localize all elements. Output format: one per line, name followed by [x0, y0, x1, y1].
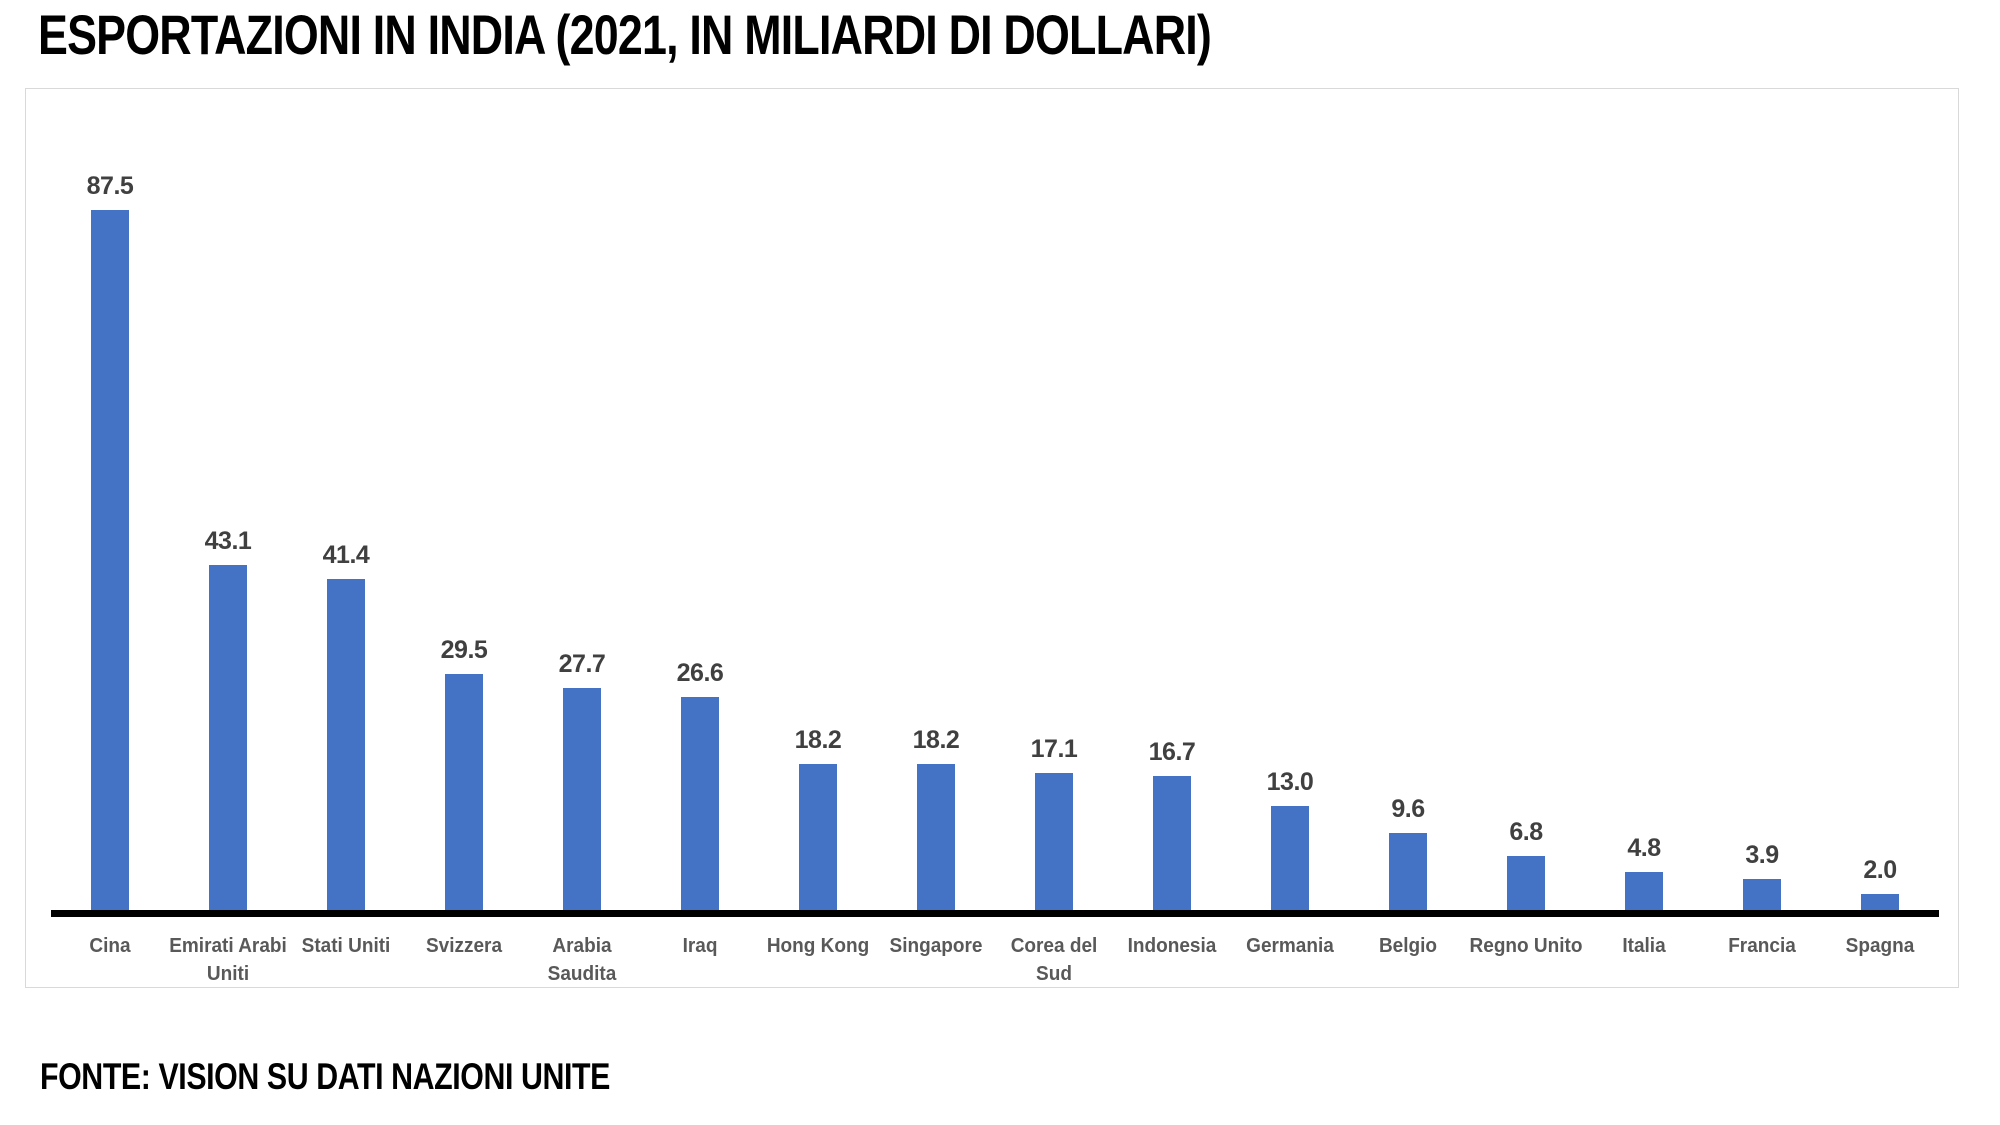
- category-label: Arabia Saudita: [547, 935, 617, 985]
- bar-value-label: 87.5: [86, 172, 134, 200]
- category-label: Regno Unito: [1469, 935, 1583, 957]
- bar: [1507, 856, 1545, 910]
- bar: [799, 764, 837, 910]
- category-label: Corea del Sud: [1010, 935, 1098, 985]
- category-label: Germania: [1246, 935, 1334, 957]
- page-title: ESPORTAZIONI IN INDIA (2021, IN MILIARDI…: [38, 3, 1212, 66]
- bar-value-label: 29.5: [440, 636, 488, 664]
- source-note: FONTE: VISION SU DATI NAZIONI UNITE: [40, 1056, 610, 1097]
- bar: [563, 688, 601, 910]
- x-axis-line: [51, 910, 1939, 917]
- category-label: Hong Kong: [766, 935, 870, 957]
- bar-value-label: 27.7: [558, 650, 606, 678]
- bar-value-label: 41.4: [322, 541, 370, 569]
- plot-area: 87.5 Cina 43.1 Emirati Arabi Uniti 41.4 Stati…: [26, 89, 1958, 987]
- bar-value-label: 6.8: [1509, 818, 1543, 846]
- category-label: Italia: [1622, 935, 1666, 957]
- bar-value-label: 3.9: [1745, 841, 1779, 869]
- bar-value-label: 18.2: [912, 726, 960, 754]
- bar: [1271, 806, 1309, 910]
- bar: [1625, 872, 1663, 910]
- category-label: Spagna: [1845, 935, 1915, 957]
- bar-value-label: 43.1: [204, 527, 252, 555]
- bar: [917, 764, 955, 910]
- category-label: Cina: [89, 935, 131, 957]
- bar-value-label: 2.0: [1863, 856, 1897, 884]
- bar-value-label: 16.7: [1148, 738, 1196, 766]
- bar: [91, 210, 129, 910]
- category-label: Iraq: [682, 935, 718, 957]
- bar-chart: 87.5 Cina 43.1 Emirati Arabi Uniti 41.4 Stati…: [25, 88, 1959, 988]
- category-label: Singapore: [889, 935, 983, 957]
- bar: [1153, 776, 1191, 910]
- category-label: Francia: [1728, 935, 1796, 957]
- bar: [209, 565, 247, 910]
- bar: [681, 697, 719, 910]
- category-label: Emirati Arabi Uniti: [169, 935, 287, 985]
- category-label: Stati Uniti: [301, 935, 391, 957]
- category-label: Indonesia: [1127, 935, 1217, 957]
- bar: [327, 579, 365, 910]
- bar: [1743, 879, 1781, 910]
- bar-value-label: 4.8: [1627, 834, 1661, 862]
- category-label: Svizzera: [425, 935, 503, 957]
- bar: [1035, 773, 1073, 910]
- bar: [1861, 894, 1899, 910]
- bar: [445, 674, 483, 910]
- bar-value-label: 18.2: [794, 726, 842, 754]
- bar-value-label: 13.0: [1266, 768, 1314, 796]
- bar-value-label: 17.1: [1030, 735, 1078, 763]
- category-label: Belgio: [1378, 935, 1438, 957]
- bar: [1389, 833, 1427, 910]
- bar-value-label: 9.6: [1391, 795, 1425, 823]
- bar-value-label: 26.6: [676, 659, 724, 687]
